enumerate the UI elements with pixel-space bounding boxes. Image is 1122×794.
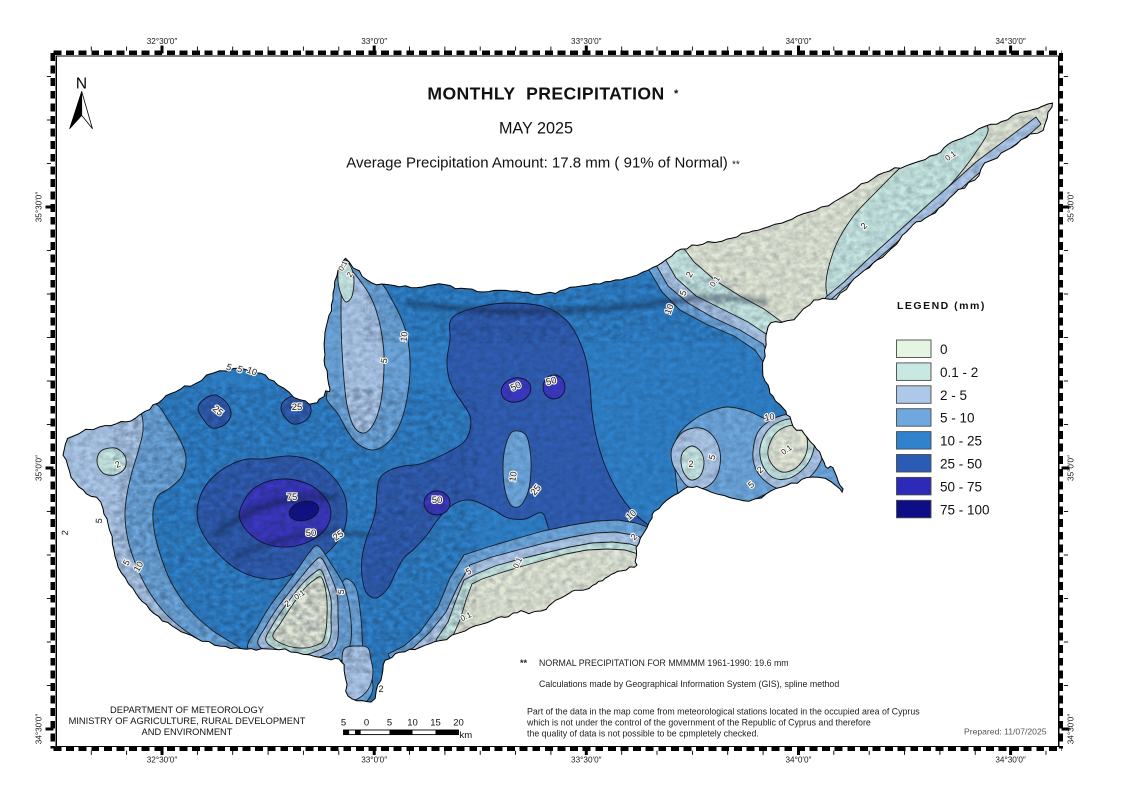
svg-text:5: 5 — [236, 364, 244, 375]
svg-text:MONTHLY PRECIPITATION: MONTHLY PRECIPITATION — [427, 84, 664, 104]
svg-text:5: 5 — [225, 362, 233, 373]
svg-text:5: 5 — [121, 558, 132, 567]
svg-text:35°30′0″: 35°30′0″ — [35, 192, 44, 223]
svg-text:2: 2 — [113, 459, 122, 470]
svg-text:33°0′0″: 33°0′0″ — [361, 756, 387, 765]
svg-text:2: 2 — [60, 530, 70, 536]
svg-text:5: 5 — [707, 454, 718, 461]
svg-text:Average Precipitation Amount:: Average Precipitation Amount: 17.8 mm ( … — [346, 155, 740, 172]
svg-text:0: 0 — [364, 718, 369, 729]
svg-text:34°0′0″: 34°0′0″ — [785, 37, 811, 46]
svg-text:Part of the data in the map co: Part of the data in the map come from me… — [527, 707, 920, 717]
svg-text:5 - 10: 5 - 10 — [940, 411, 975, 426]
svg-text:33°30′0″: 33°30′0″ — [571, 756, 602, 765]
svg-text:25 - 50: 25 - 50 — [940, 457, 982, 472]
svg-text:35°0′0″: 35°0′0″ — [1067, 455, 1076, 481]
svg-text:5: 5 — [94, 518, 104, 524]
svg-text:10: 10 — [398, 331, 409, 342]
svg-text:33°30′0″: 33°30′0″ — [571, 37, 602, 46]
svg-text:50: 50 — [432, 495, 443, 506]
svg-text:5: 5 — [678, 289, 689, 297]
svg-text:5: 5 — [387, 718, 392, 729]
svg-text:MINISTRY OF AGRICULTURE, RURAL: MINISTRY OF AGRICULTURE, RURAL DEVELOPME… — [69, 716, 306, 726]
svg-text:35°30′0″: 35°30′0″ — [1067, 192, 1076, 223]
svg-text:10 - 25: 10 - 25 — [940, 434, 982, 449]
svg-text:75 - 100: 75 - 100 — [940, 502, 990, 517]
svg-text:32°30′0″: 32°30′0″ — [147, 756, 178, 765]
svg-text:AND ENVIRONMENT: AND ENVIRONMENT — [142, 727, 233, 737]
svg-text:34°30′0″: 34°30′0″ — [35, 714, 44, 745]
svg-text:LEGEND (mm): LEGEND (mm) — [897, 300, 986, 312]
svg-text:10: 10 — [663, 303, 676, 316]
svg-text:N: N — [76, 76, 87, 93]
svg-text:34°30′0″: 34°30′0″ — [1067, 714, 1076, 745]
svg-text:Prepared: 11/07/2025: Prepared: 11/07/2025 — [964, 727, 1047, 737]
svg-text:2 - 5: 2 - 5 — [940, 388, 967, 403]
svg-text:0: 0 — [940, 342, 948, 357]
svg-text:33°0′0″: 33°0′0″ — [361, 37, 387, 46]
svg-text:2: 2 — [378, 684, 383, 694]
svg-text:0.1 - 2: 0.1 - 2 — [940, 365, 978, 380]
svg-text:20: 20 — [453, 718, 464, 729]
svg-text:25: 25 — [292, 402, 303, 413]
svg-text:km: km — [460, 730, 473, 741]
svg-text:34°30′0″: 34°30′0″ — [995, 37, 1026, 46]
svg-text:10: 10 — [246, 365, 259, 378]
svg-text:34°0′0″: 34°0′0″ — [785, 756, 811, 765]
svg-text:NORMAL PRECIPITATION FOR MMMMM: NORMAL PRECIPITATION FOR MMMMM 1961-1990… — [539, 658, 789, 668]
svg-text:10: 10 — [507, 471, 519, 483]
svg-text:5: 5 — [336, 589, 346, 595]
svg-text:10: 10 — [764, 411, 776, 423]
svg-text:2: 2 — [345, 270, 355, 279]
svg-text:50 - 75: 50 - 75 — [940, 479, 982, 494]
svg-text:2: 2 — [684, 270, 695, 279]
svg-text:**: ** — [520, 658, 528, 668]
svg-text:50: 50 — [306, 528, 317, 539]
svg-text:MAY 2025: MAY 2025 — [499, 120, 573, 138]
svg-text:DEPARTMENT OF METEOROLOGY: DEPARTMENT OF METEOROLOGY — [110, 705, 264, 715]
svg-text:*: * — [674, 88, 679, 100]
svg-text:5: 5 — [341, 718, 346, 729]
svg-text:50: 50 — [545, 375, 558, 388]
svg-text:75: 75 — [287, 492, 298, 503]
svg-text:which is not under the control: which is not under the control of the go… — [526, 718, 871, 728]
svg-text:34°30′0″: 34°30′0″ — [995, 756, 1026, 765]
svg-text:32°30′0″: 32°30′0″ — [147, 37, 178, 46]
svg-text:10: 10 — [407, 718, 418, 729]
svg-text:5: 5 — [464, 566, 473, 577]
svg-text:2: 2 — [688, 459, 693, 469]
svg-text:35°0′0″: 35°0′0″ — [35, 455, 44, 481]
svg-text:5: 5 — [379, 358, 390, 364]
svg-text:the quality of data is not pos: the quality of data is not possible to b… — [527, 729, 759, 739]
svg-text:Calculations made by Geographi: Calculations made by Geographical Inform… — [539, 679, 839, 689]
svg-text:15: 15 — [430, 718, 441, 729]
